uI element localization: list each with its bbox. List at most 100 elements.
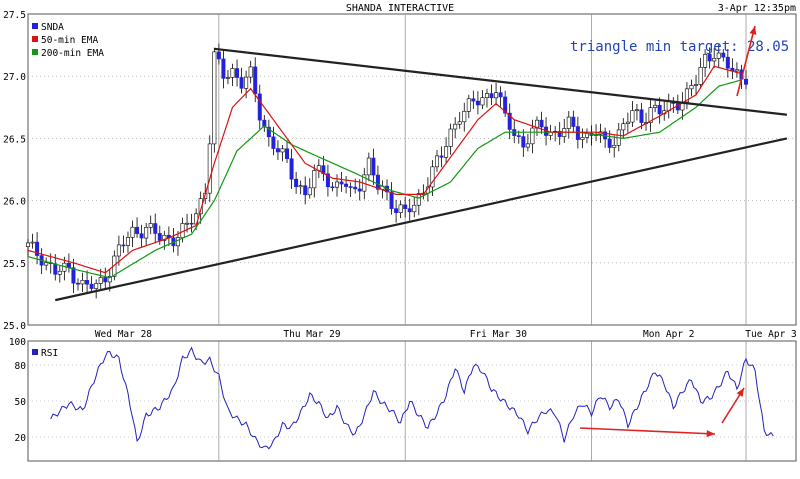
candle-body	[366, 157, 371, 176]
candle-body	[139, 233, 144, 239]
rsi-legend: RSI	[32, 348, 58, 359]
price-panel	[27, 13, 797, 326]
rsi-divergence-arrow-shaft	[579, 427, 716, 435]
legend-label-rsi: RSI	[41, 348, 58, 359]
x-tick-label: Mon Apr 2	[643, 329, 694, 340]
rsi-y-axis: 20 50 80 100	[9, 337, 26, 444]
candle-body	[221, 58, 226, 79]
candle-body	[621, 123, 626, 131]
candle-body	[657, 104, 662, 115]
candle-body	[89, 283, 94, 289]
candle-body	[503, 96, 508, 114]
timestamp: 3-Apr 12:35pm	[718, 3, 796, 14]
candle-body	[448, 128, 453, 147]
candle-body	[394, 208, 399, 213]
candle-body	[80, 280, 85, 285]
candle-body	[280, 148, 285, 153]
candle-body	[294, 178, 299, 188]
candle-body	[53, 263, 58, 275]
candle-body	[734, 69, 739, 72]
candle-body	[716, 52, 721, 59]
candle-body	[498, 92, 503, 98]
legend-label-ema50: 50-min EMA	[41, 35, 98, 46]
candle-body	[630, 110, 635, 123]
candle-body	[153, 223, 158, 234]
rsi-tick-label: 80	[15, 361, 27, 372]
candle-body	[698, 67, 703, 85]
rsi-divergence-arrow-head	[706, 430, 715, 438]
candle-body	[285, 148, 290, 160]
x-tick-label: Wed Mar 28	[95, 329, 152, 340]
rsi-up-arrow-head	[736, 388, 744, 397]
candle-body	[125, 237, 130, 246]
triangle-target-annotation: triangle min target: 28.05	[570, 39, 789, 55]
candle-body	[430, 166, 435, 188]
candle-body	[571, 116, 576, 127]
x-tick-label: Fri Mar 30	[470, 329, 527, 340]
candle-body	[462, 110, 467, 123]
trendline	[55, 137, 788, 302]
candle-body	[521, 136, 526, 148]
candle-body	[107, 276, 112, 283]
candle-body	[35, 241, 40, 256]
candle-body	[339, 181, 344, 185]
candle-body	[707, 54, 712, 62]
candle-body	[353, 186, 358, 190]
candle-body	[489, 93, 494, 99]
candle-body	[357, 188, 362, 192]
candle-body	[407, 208, 412, 213]
candle-body	[371, 157, 376, 176]
candle-body	[307, 187, 312, 196]
candle-body	[416, 193, 421, 206]
candle-body	[130, 226, 135, 238]
target-arrow-icon	[736, 25, 757, 97]
candle-body	[348, 186, 353, 188]
candle-body	[335, 181, 340, 188]
candle-body	[303, 185, 308, 196]
candle-body	[457, 121, 462, 125]
candle-body	[639, 109, 644, 123]
candle-body	[403, 204, 408, 209]
candle-body	[375, 174, 380, 190]
candle-body	[189, 222, 194, 225]
candle-body	[175, 237, 180, 247]
candle-body	[212, 51, 217, 145]
candle-body	[207, 143, 212, 194]
price-tick-label: 27.0	[3, 72, 26, 83]
rsi-tick-label: 50	[15, 397, 27, 408]
candle-body	[239, 77, 244, 89]
trendlines	[55, 47, 788, 302]
candle-body	[225, 77, 230, 79]
legend-label-ema200: 200-min EMA	[41, 48, 104, 59]
candle-body	[725, 56, 730, 69]
rsi-divergence-arrows	[579, 387, 745, 438]
candle-body	[689, 85, 694, 90]
price-tick-label: 25.0	[3, 321, 26, 332]
candle-body	[712, 58, 717, 62]
candle-body	[507, 112, 512, 130]
legend-swatch-ema50	[32, 36, 38, 42]
rsi-tick-label: 20	[15, 433, 27, 444]
candle-body	[607, 138, 612, 148]
candle-body	[121, 244, 126, 247]
candle-body	[648, 107, 653, 123]
chart-title: SHANDA INTERACTIVE	[346, 3, 454, 14]
candle-body	[389, 191, 394, 209]
target-arrow-shaft	[736, 25, 756, 97]
candle-body	[721, 52, 726, 58]
candle-body	[98, 277, 103, 284]
candle-body	[653, 104, 658, 108]
candle-body	[235, 68, 240, 78]
candle-body	[30, 241, 35, 244]
candle-body	[744, 78, 749, 85]
x-tick-label: Tue Apr 3	[745, 329, 796, 340]
candle-body	[271, 136, 276, 149]
candle-body	[703, 54, 708, 68]
candle-body	[57, 270, 62, 275]
candle-body	[244, 76, 249, 89]
candle-body	[71, 267, 76, 284]
candle-body	[289, 158, 294, 180]
price-grid	[28, 14, 796, 325]
legend-swatch-snda	[32, 23, 38, 29]
